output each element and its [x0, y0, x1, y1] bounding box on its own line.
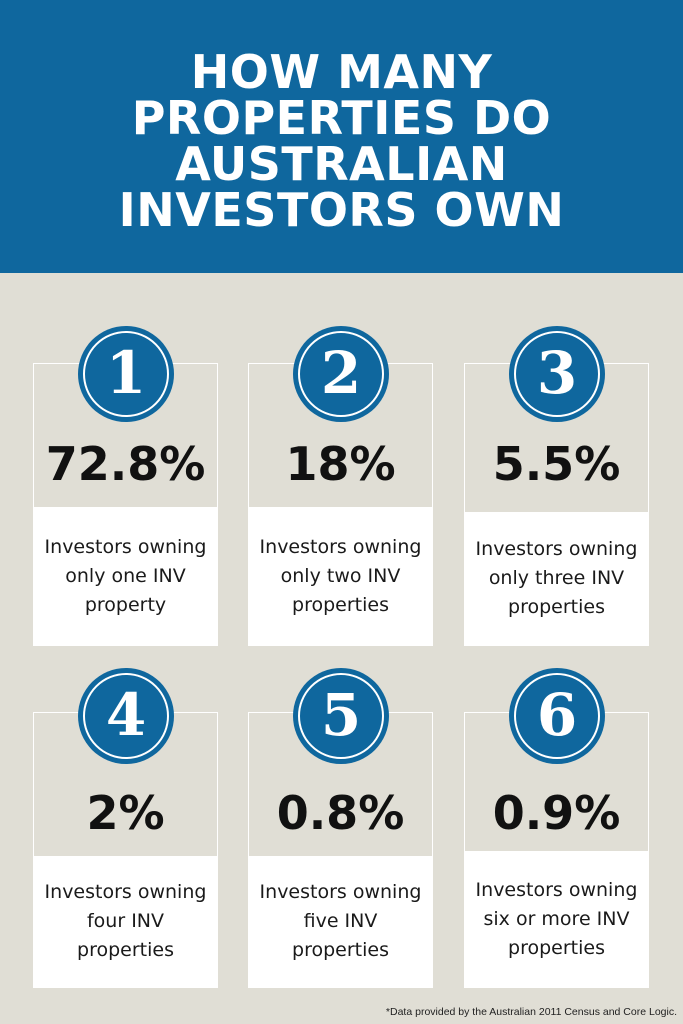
stat-percent: 2%	[86, 786, 165, 840]
stat-percent: 18%	[285, 437, 396, 491]
stat-percent: 0.8%	[276, 786, 405, 840]
stat-percent: 72.8%	[45, 437, 206, 491]
source-footnote: *Data provided by the Australian 2011 Ce…	[385, 1006, 677, 1018]
badge-number: 4	[105, 681, 147, 749]
stat-description: Investors owning five INV properties	[249, 856, 432, 987]
number-badge-4: 4	[78, 668, 174, 764]
stat-description: Investors owning only two INV properties	[249, 507, 432, 645]
number-badge-3: 3	[509, 326, 605, 422]
stat-description: Investors owning only three INV properti…	[465, 512, 648, 645]
stat-description: Investors owning six or more INV propert…	[465, 851, 648, 987]
stat-percent: 5.5%	[492, 437, 621, 491]
stat-card-2: 18% Investors owning only two INV proper…	[248, 363, 433, 646]
number-badge-6: 6	[509, 668, 605, 764]
page-title: HOW MANY PROPERTIES DO AUSTRALIAN INVEST…	[62, 41, 622, 233]
badge-number: 3	[536, 339, 578, 407]
badge-number: 5	[320, 681, 362, 749]
badge-number: 6	[536, 681, 578, 749]
stat-description: Investors owning four INV properties	[34, 856, 217, 987]
title-line: HOW MANY	[190, 44, 493, 99]
title-line: INVESTORS OWN	[118, 182, 565, 237]
stat-card-1: 72.8% Investors owning only one INV prop…	[33, 363, 218, 646]
number-badge-5: 5	[293, 668, 389, 764]
stat-card-3: 5.5% Investors owning only three INV pro…	[464, 363, 649, 646]
stat-description: Investors owning only one INV property	[34, 507, 217, 645]
header-banner: HOW MANY PROPERTIES DO AUSTRALIAN INVEST…	[0, 0, 683, 273]
badge-number: 2	[320, 339, 362, 407]
badge-number: 1	[105, 339, 147, 407]
title-line: PROPERTIES DO	[131, 90, 552, 145]
number-badge-2: 2	[293, 326, 389, 422]
stat-percent: 0.9%	[492, 786, 621, 840]
number-badge-1: 1	[78, 326, 174, 422]
stat-card-4: 2% Investors owning four INV properties	[33, 712, 218, 988]
title-line: AUSTRALIAN	[175, 136, 508, 191]
